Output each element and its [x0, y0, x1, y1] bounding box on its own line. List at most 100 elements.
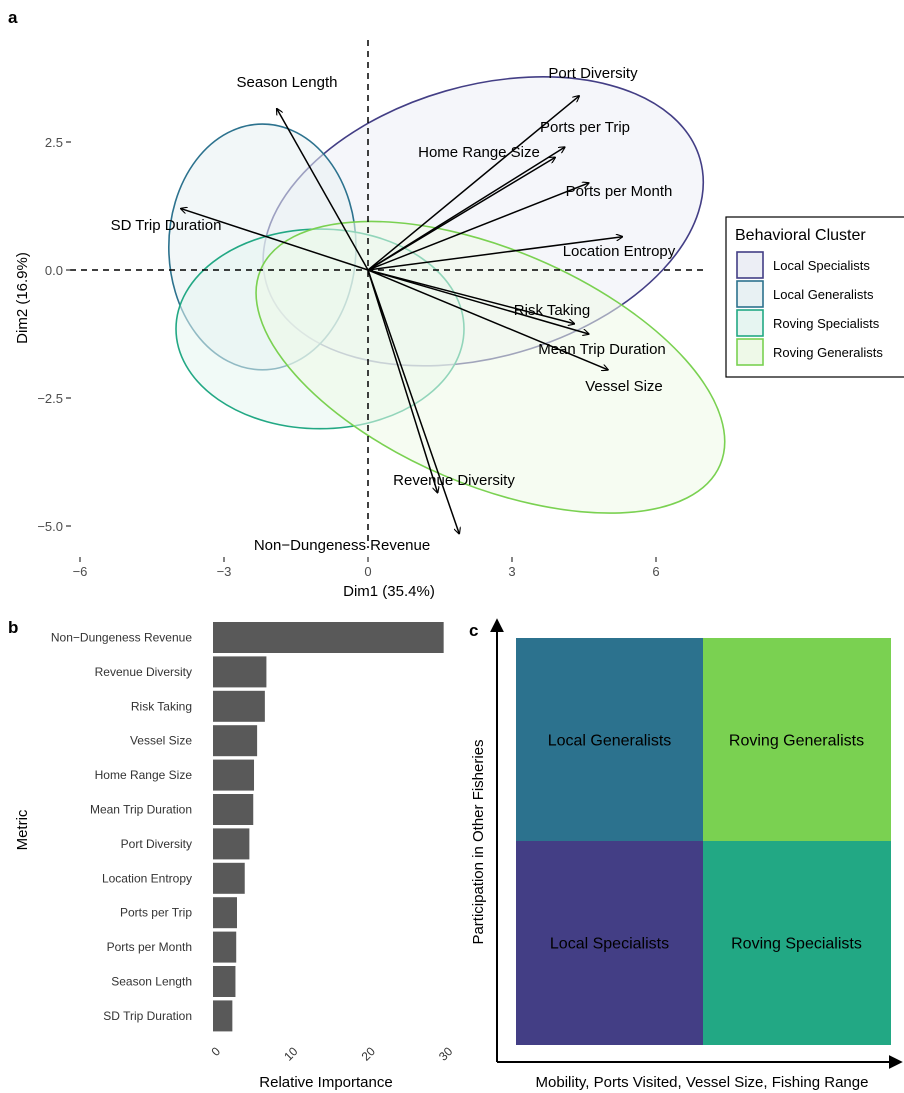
- vector-sd-trip-duration: [181, 209, 369, 271]
- vector-label-mean-trip-duration: Mean Trip Duration: [538, 341, 666, 358]
- bar-ports-per-trip: [213, 897, 237, 929]
- quadrant-y-axis-title: Participation in Other Fisheries: [470, 739, 487, 944]
- legend-key-roving-specialists: [736, 309, 764, 337]
- bar-risk-taking: [213, 690, 265, 722]
- quadrant-label-roving-specialists: Roving Specialists: [731, 936, 862, 953]
- quadrant-x-axis-title: Mobility, Ports Visited, Vessel Size, Fi…: [536, 1074, 869, 1091]
- bar-non-dungeness-revenue: [213, 622, 444, 653]
- reference-lines: [70, 40, 705, 548]
- legend-label-local-generalists: Local Generalists: [773, 287, 874, 302]
- vector-season-length: [277, 109, 369, 271]
- legend-key-local-specialists: [736, 251, 764, 279]
- vector-ports-per-month: [367, 183, 589, 271]
- metric-label-mean-trip-duration: Mean Trip Duration: [90, 803, 192, 817]
- metric-labels: Non−Dungeness Revenue Revenue Diversity Ri…: [51, 631, 192, 1023]
- vector-vessel-size: [367, 269, 608, 370]
- bar-home-range-size: [213, 759, 255, 791]
- vector-label-home-range-size: Home Range Size: [418, 144, 540, 161]
- quadrant-label-roving-generalists: Roving Generalists: [729, 733, 864, 750]
- vector-label-revenue-diversity: Revenue Diversity: [393, 472, 515, 489]
- x-tick-label: −3: [217, 564, 232, 579]
- vector-label-location-entropy: Location Entropy: [563, 243, 676, 260]
- panel-c-letter: c: [469, 621, 478, 640]
- quadrant-local-specialists: [516, 841, 704, 1045]
- y-tick-label: 0.0: [45, 263, 63, 278]
- metric-label-vessel-size: Vessel Size: [130, 734, 192, 748]
- quadrant-local-generalists: [516, 638, 704, 842]
- y-tick-label: −5.0: [37, 519, 63, 534]
- vector-revenue-diversity: [367, 269, 438, 493]
- vector-label-risk-taking: Risk Taking: [514, 302, 590, 319]
- bar-x-tick-label: 20: [359, 1044, 379, 1064]
- bar-ports-per-month: [213, 931, 237, 963]
- quadrant-label-local-generalists: Local Generalists: [548, 733, 672, 750]
- x-tick-label: 6: [652, 564, 659, 579]
- vector-port-diversity: [367, 96, 579, 271]
- vector-label-season-length: Season Length: [237, 74, 338, 91]
- vector-label-port-diversity: Port Diversity: [548, 65, 638, 82]
- bar-mean-trip-duration: [213, 794, 254, 825]
- bar-x-tick-label: 30: [436, 1044, 456, 1064]
- bar-x-axis-title: Relative Importance: [259, 1074, 392, 1091]
- bar-season-length: [213, 966, 236, 997]
- vector-mean-trip-duration: [367, 269, 589, 334]
- metric-label-ports-per-month: Ports per Month: [107, 940, 192, 954]
- bar-x-tick-label: 0: [208, 1044, 223, 1059]
- vector-location-entropy: [367, 237, 622, 271]
- importance-bar-chart: Non−Dungeness Revenue Revenue Diversity Ri…: [51, 622, 456, 1064]
- pca-axes: −6 −3 0 3 6 2.5 0.0 −2.5 −5.0: [37, 135, 659, 579]
- pca-x-axis-title: Dim1 (35.4%): [343, 583, 435, 600]
- quadrant-label-local-specialists: Local Specialists: [550, 936, 669, 953]
- cluster-legend: Behavioral Cluster Local SpecialistsLoca…: [725, 216, 904, 378]
- metric-label-port-diversity: Port Diversity: [121, 837, 192, 851]
- x-tick-label: −6: [73, 564, 88, 579]
- metric-label-ports-per-trip: Ports per Trip: [120, 906, 192, 920]
- metric-label-season-length: Season Length: [111, 975, 192, 989]
- cluster-ellipses: [167, 76, 726, 514]
- quadrant-roving-specialists: [703, 841, 891, 1045]
- vector-non-dungeness-revenue: [367, 269, 459, 534]
- bar-location-entropy: [213, 862, 245, 894]
- metric-label-home-range-size: Home Range Size: [95, 768, 193, 782]
- quadrant-roving-generalists: [703, 638, 891, 842]
- bar-x-tick-label: 10: [281, 1044, 301, 1064]
- metric-label-sd-trip-duration: SD Trip Duration: [103, 1009, 192, 1023]
- legend-label-roving-specialists: Roving Specialists: [773, 316, 880, 331]
- metric-label-location-entropy: Location Entropy: [102, 871, 192, 885]
- vector-label-vessel-size: Vessel Size: [585, 378, 663, 395]
- metric-label-non-dungeness-revenue: Non−Dungeness Revenue: [51, 631, 192, 645]
- legend-label-local-specialists: Local Specialists: [773, 258, 870, 273]
- y-tick-label: 2.5: [45, 135, 63, 150]
- pca-y-axis-title: Dim2 (16.9%): [14, 252, 31, 344]
- vector-risk-taking: [367, 269, 574, 324]
- importance-x-ticks: 0 10 20 30: [208, 1044, 455, 1064]
- vector-label-non-dungeness-revenue: Non−Dungeness Revenue: [254, 537, 430, 554]
- quadrant-diagram: Local Generalists Roving Generalists Local…: [516, 638, 891, 1045]
- vector-home-range-size: [367, 157, 555, 271]
- importance-bars: [213, 622, 444, 1032]
- vector-label-ports-per-trip: Ports per Trip: [540, 119, 630, 136]
- metric-label-risk-taking: Risk Taking: [131, 699, 192, 713]
- x-tick-label: 0: [364, 564, 371, 579]
- y-tick-label: −2.5: [37, 391, 63, 406]
- panel-b-letter: b: [8, 618, 18, 637]
- legend-title: Behavioral Cluster: [735, 227, 866, 244]
- legend-label-roving-generalists: Roving Generalists: [773, 345, 883, 360]
- vector-label-sd-trip-duration: SD Trip Duration: [111, 217, 222, 234]
- bar-sd-trip-duration: [213, 1000, 233, 1032]
- legend-key-local-generalists: [736, 280, 764, 308]
- legend-items: Local Specialists Local Generalists Roving…: [736, 251, 883, 366]
- vector-label-ports-per-month: Ports per Month: [566, 183, 673, 200]
- loading-vectors: [181, 96, 623, 534]
- panel-a-letter: a: [8, 8, 18, 27]
- legend-key-roving-generalists: [736, 338, 764, 366]
- x-tick-label: 3: [508, 564, 515, 579]
- bar-revenue-diversity: [213, 656, 267, 688]
- bar-y-axis-title: Metric: [14, 809, 31, 850]
- metric-label-revenue-diversity: Revenue Diversity: [95, 665, 192, 679]
- bar-port-diversity: [213, 828, 250, 860]
- bar-vessel-size: [213, 725, 258, 757]
